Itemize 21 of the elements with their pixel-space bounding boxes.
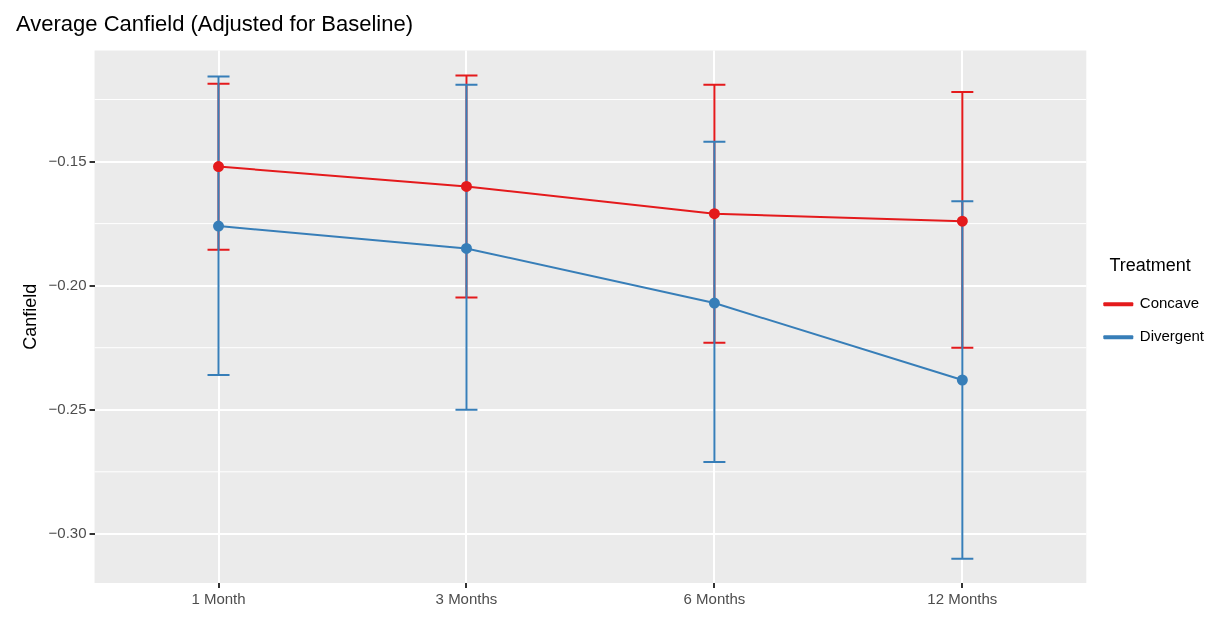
point bbox=[460, 180, 472, 192]
x-tick-label: 6 Months bbox=[683, 590, 746, 608]
y-tick-label: −0.15 bbox=[48, 151, 87, 169]
y-axis-title: Canfield bbox=[19, 283, 40, 350]
legend-title: Treatment bbox=[1109, 255, 1191, 276]
point bbox=[956, 215, 968, 227]
chart-title: Average Canfield (Adjusted for Baseline) bbox=[16, 11, 414, 37]
point bbox=[460, 242, 472, 254]
legend-label: Divergent bbox=[1139, 327, 1205, 345]
point bbox=[956, 374, 968, 386]
x-tick-label: 3 Months bbox=[435, 590, 498, 608]
y-tick-label: −0.25 bbox=[48, 399, 87, 417]
x-tick-label: 1 Month bbox=[191, 590, 246, 608]
point bbox=[708, 208, 720, 220]
point bbox=[708, 297, 720, 309]
legend-label: Concave bbox=[1139, 294, 1200, 312]
point bbox=[213, 161, 225, 173]
y-tick-label: −0.30 bbox=[48, 524, 87, 541]
point bbox=[213, 220, 225, 232]
y-tick-label: −0.20 bbox=[48, 275, 87, 293]
x-tick-label: 12 Months bbox=[927, 590, 998, 608]
